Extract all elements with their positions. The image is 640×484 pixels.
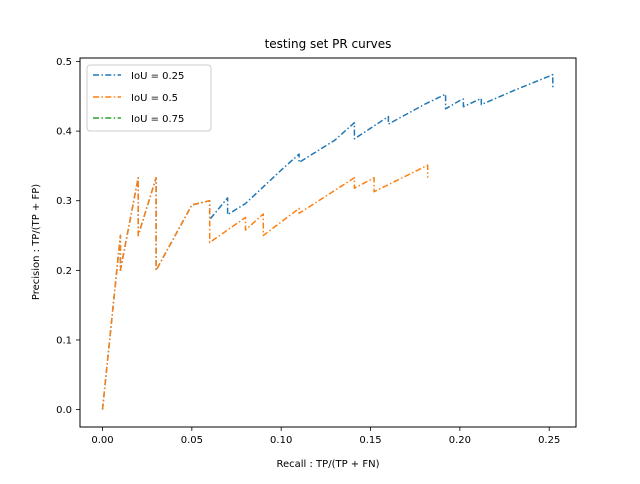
legend: IoU = 0.25 IoU = 0.5 IoU = 0.75 xyxy=(86,64,212,132)
x-tick-label: 0.15 xyxy=(359,435,381,446)
y-tick-label: 0.3 xyxy=(56,196,72,207)
series-line-1 xyxy=(101,164,429,410)
plot-area xyxy=(101,73,554,410)
y-tick-label: 0.0 xyxy=(56,405,72,416)
y-tick-label: 0.2 xyxy=(56,266,72,277)
y-tick-label: 0.4 xyxy=(56,127,72,138)
y-axis-label: Precision : TP/(TP + FP) xyxy=(31,184,42,300)
legend-label-iou-05: IoU = 0.5 xyxy=(131,93,178,104)
legend-label-iou-075: IoU = 0.75 xyxy=(131,114,184,125)
x-axis: 0.00 0.05 0.10 0.15 0.20 0.25 xyxy=(91,427,560,446)
x-tick-label: 0.25 xyxy=(538,435,560,446)
y-tick-label: 0.5 xyxy=(56,57,72,68)
y-tick-label: 0.1 xyxy=(56,335,72,346)
axes-frame xyxy=(79,57,577,428)
x-tick-label: 0.20 xyxy=(449,435,471,446)
x-tick-label: 0.05 xyxy=(181,435,203,446)
chart-title: testing set PR curves xyxy=(265,37,392,51)
x-axis-label: Recall : TP/(TP + FN) xyxy=(277,459,380,470)
legend-box xyxy=(86,64,212,132)
series-line-0 xyxy=(101,73,554,410)
y-axis: 0.0 0.1 0.2 0.3 0.4 0.5 xyxy=(56,57,80,416)
x-tick-label: 0.00 xyxy=(91,435,113,446)
legend-label-iou-025: IoU = 0.25 xyxy=(131,71,184,82)
x-tick-label: 0.10 xyxy=(270,435,292,446)
